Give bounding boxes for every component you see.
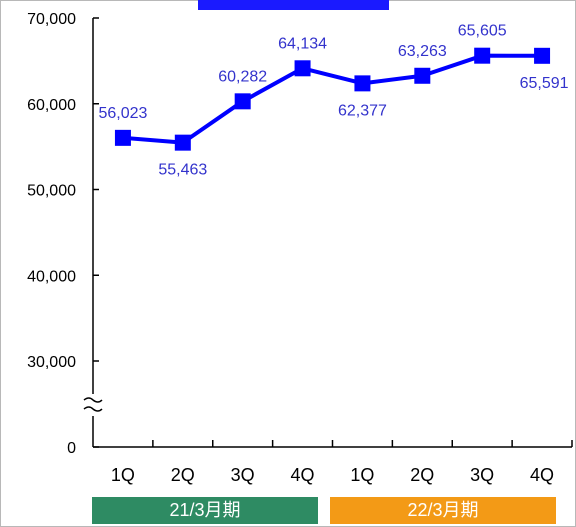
- data-point-marker: [234, 93, 251, 110]
- data-point-marker: [414, 67, 431, 84]
- x-tick-label: 3Q: [470, 465, 494, 485]
- data-point-marker: [294, 60, 311, 77]
- data-labels: 56,023 55,463 60,282 64,134 62,377 63,263 65,6…: [98, 23, 568, 179]
- y-tick-label: 50,000: [27, 183, 76, 200]
- x-tick-label: 1Q: [111, 465, 135, 485]
- x-tick-label: 2Q: [171, 465, 195, 485]
- data-label: 65,605: [458, 23, 507, 40]
- data-label: 60,282: [218, 68, 267, 85]
- period-label-fy22: 22/3月期: [330, 497, 556, 524]
- series-layer: [114, 47, 551, 151]
- data-label: 65,591: [520, 75, 569, 92]
- axis-break-mark-lower: [83, 406, 103, 412]
- period-label-fy21: 21/3月期: [92, 497, 318, 524]
- y-tick-label: 60,000: [27, 97, 76, 114]
- x-tick-label: 3Q: [231, 465, 255, 485]
- data-point-marker: [474, 47, 491, 64]
- series-line: [122, 53, 543, 145]
- data-label: 56,023: [98, 105, 147, 122]
- data-label: 55,463: [158, 162, 207, 179]
- data-label: 64,134: [278, 35, 327, 52]
- x-tick-label: 4Q: [291, 465, 315, 485]
- data-label: 62,377: [338, 102, 387, 119]
- y-tick-label: 70,000: [27, 11, 76, 28]
- chart-title-banner: [198, 0, 389, 10]
- y-tick-label: 40,000: [27, 268, 76, 285]
- data-label: 63,263: [398, 43, 447, 60]
- x-tick-label: 1Q: [350, 465, 374, 485]
- y-tick-label: 30,000: [27, 354, 76, 371]
- axis-break-mark-upper: [83, 397, 103, 403]
- x-tick-label: 2Q: [410, 465, 434, 485]
- y-tick-label: 0: [67, 440, 76, 457]
- data-point-marker: [174, 134, 191, 151]
- axes: 70,000 60,000 50,000 40,000 30,000 0 1Q 2Q 3Q 4Q 1…: [27, 11, 573, 485]
- data-point-marker: [114, 129, 131, 146]
- data-point-marker: [354, 75, 371, 92]
- data-point-marker: [534, 47, 551, 64]
- x-tick-label: 4Q: [530, 465, 554, 485]
